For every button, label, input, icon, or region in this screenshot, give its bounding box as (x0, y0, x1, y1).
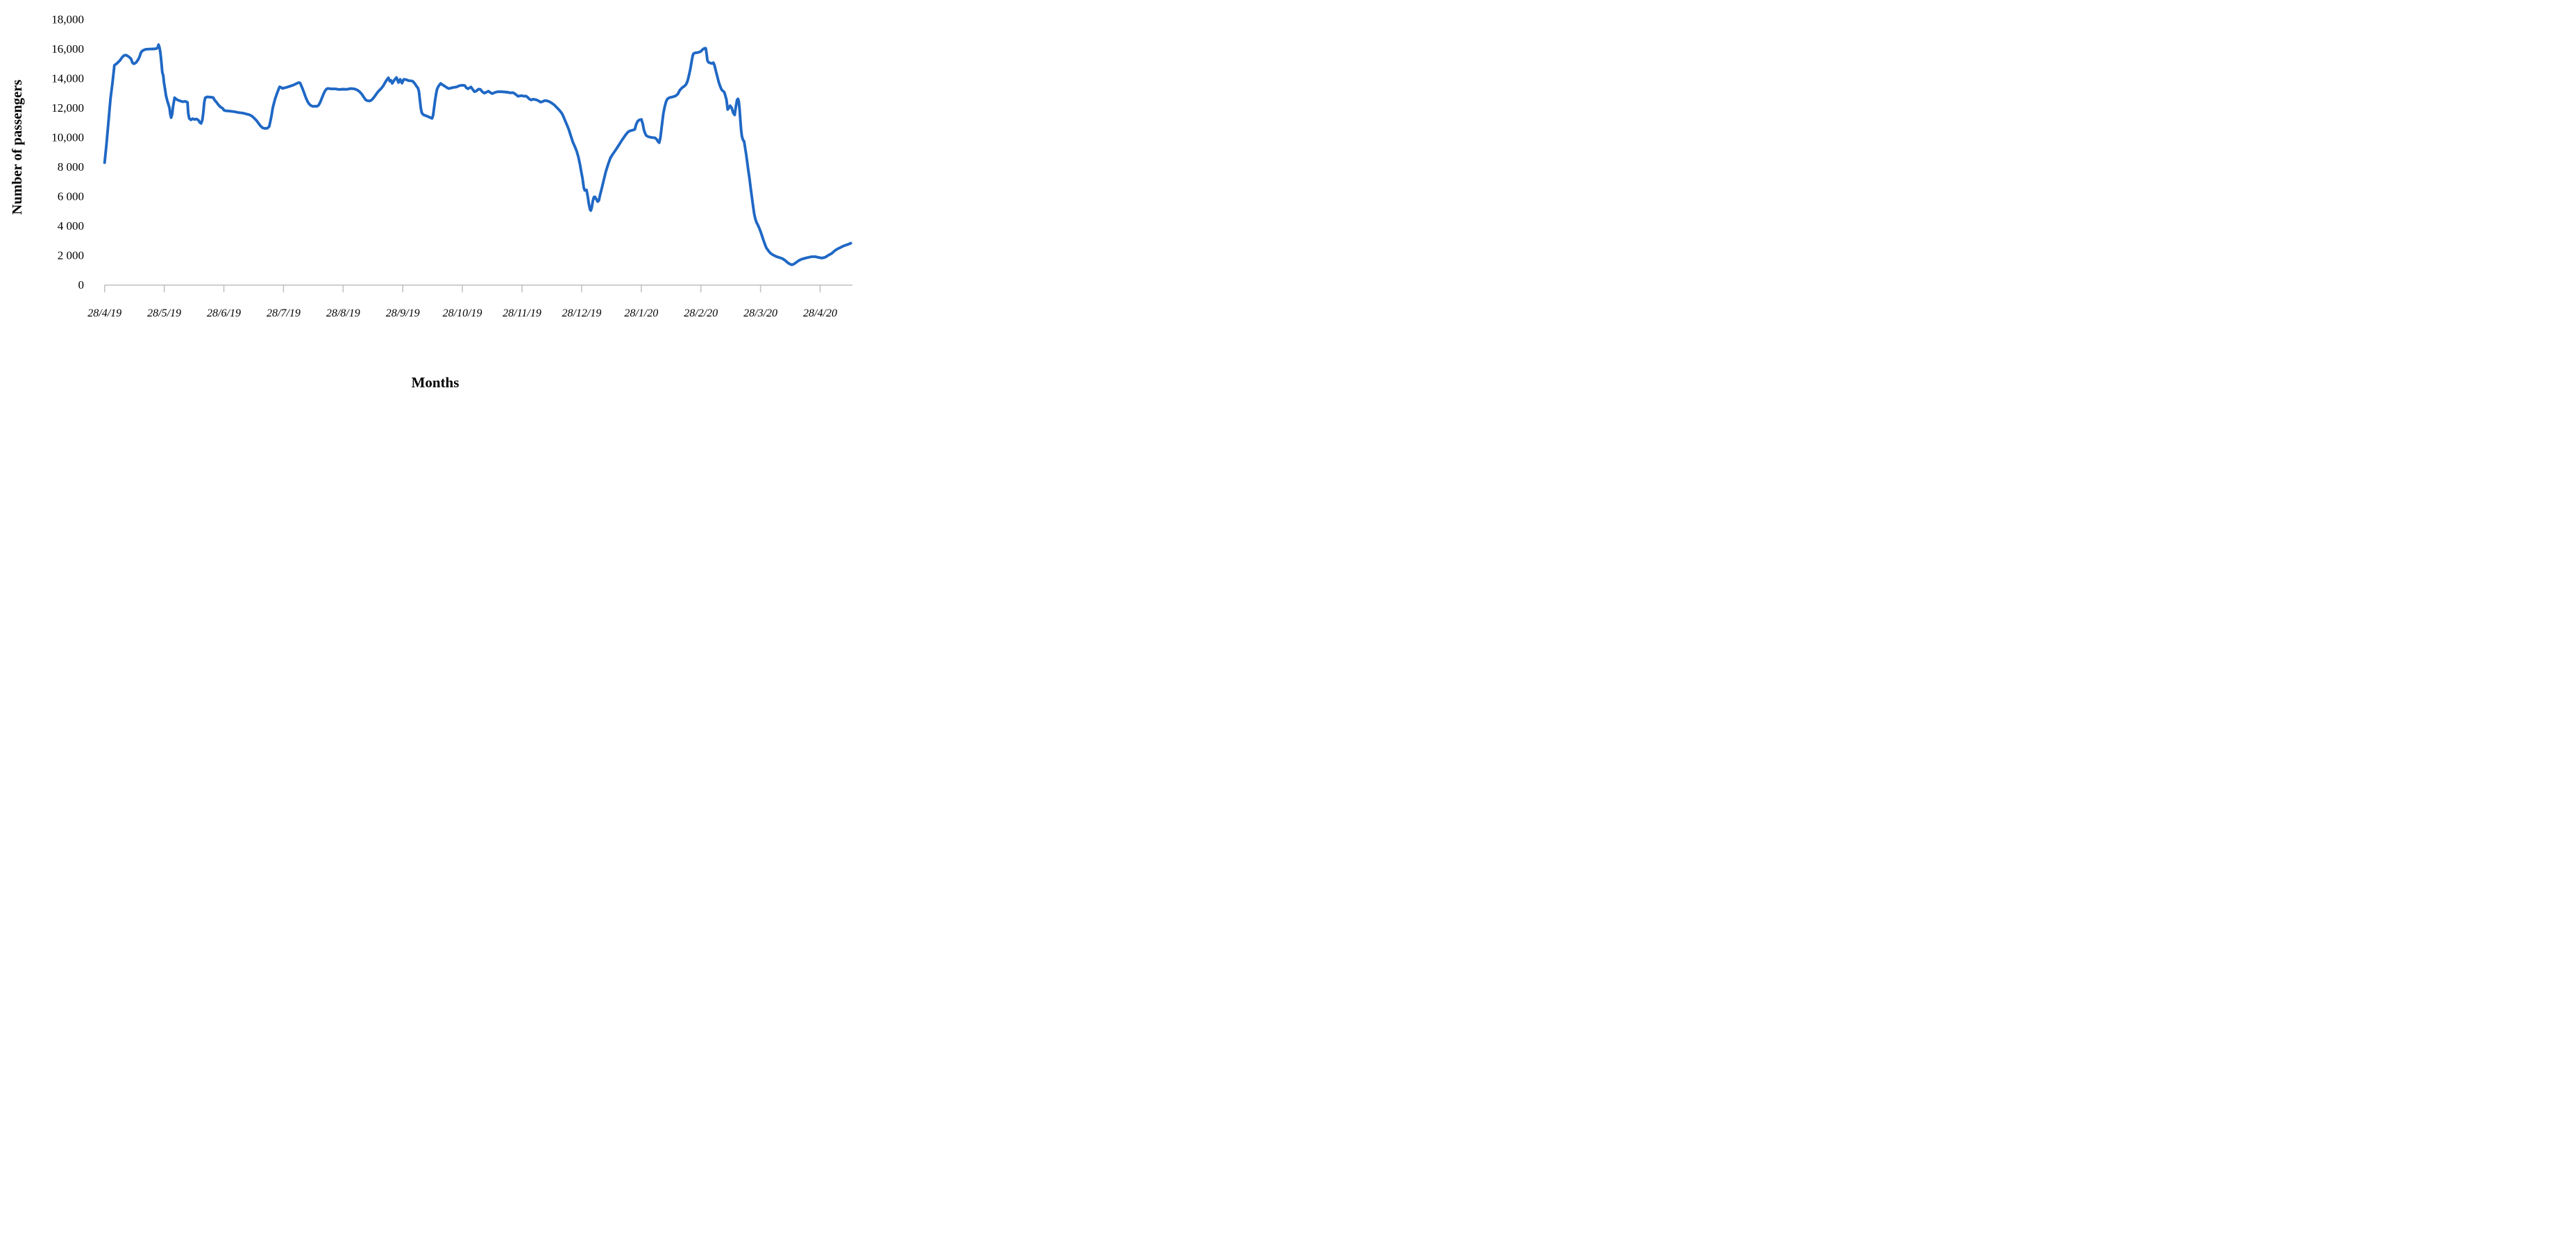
y-tick-label: 2 000 (58, 249, 84, 262)
y-axis-tick-labels: 18,000 16,000 14,000 12,000 10,000 8 000 6 000… (51, 13, 84, 292)
x-tick-label: 28/4/19 (87, 307, 121, 319)
y-tick-label: 8 000 (58, 160, 84, 174)
x-axis-title: Months (412, 374, 460, 391)
x-tick-label: 28/5/19 (147, 307, 181, 319)
x-tick-label: 28/4/20 (803, 307, 837, 319)
x-tick-label: 28/11/19 (503, 307, 541, 319)
x-tick-label: 28/1/20 (624, 307, 658, 319)
x-tick-label: 28/6/19 (207, 307, 241, 319)
y-tick-label: 18,000 (51, 13, 84, 26)
y-tick-label: 4 000 (58, 219, 84, 233)
y-tick-label: 0 (78, 278, 85, 292)
x-tick-label: 28/2/20 (684, 307, 718, 319)
x-tick-label: 28/8/19 (326, 307, 360, 319)
y-tick-label: 10,000 (51, 131, 84, 144)
x-axis (103, 284, 852, 293)
y-axis-title: Number of passengers (10, 80, 25, 214)
y-tick-label: 6 000 (58, 190, 84, 203)
y-tick-label: 12,000 (51, 101, 84, 115)
chart-figure: 18,000 16,000 14,000 12,000 10,000 8 000 6 000… (0, 0, 859, 416)
x-tick-label: 28/12/19 (562, 307, 601, 319)
passenger-line-chart: 18,000 16,000 14,000 12,000 10,000 8 000 6 000… (10, 13, 852, 391)
x-tick-label: 28/10/19 (443, 307, 482, 319)
x-tick-label: 28/9/19 (386, 307, 420, 319)
x-tick-label: 28/3/20 (743, 307, 777, 319)
y-tick-label: 16,000 (51, 42, 84, 56)
passenger-series-line (103, 43, 852, 267)
series-group (103, 43, 852, 267)
x-axis-tick-labels: 28/4/19 28/5/19 28/6/19 28/7/19 28/8/19 28/9/… (87, 307, 837, 319)
y-tick-label: 14,000 (51, 72, 84, 85)
x-tick-label: 28/7/19 (267, 307, 301, 319)
